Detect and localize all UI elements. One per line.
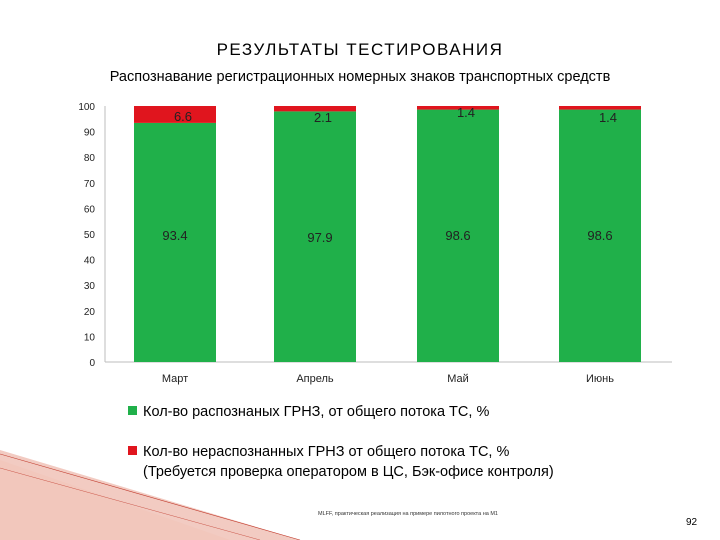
chart-subtitle: Распознавание регистрационных номерных з…	[109, 69, 611, 85]
slide-title: РЕЗУЛЬТАТЫ ТЕСТИРОВАНИЯ	[216, 40, 504, 59]
y-tick-label: 60	[84, 204, 96, 215]
y-tick-label: 20	[84, 307, 96, 318]
y-tick-label: 70	[84, 179, 96, 190]
data-label-recognized: 93.4	[162, 228, 187, 243]
data-label-recognized: 97.9	[307, 230, 332, 245]
bar-recognized	[559, 109, 641, 362]
bar-recognized	[417, 109, 499, 362]
y-tick-label: 90	[84, 128, 96, 139]
data-label-recognized: 98.6	[587, 228, 612, 243]
legend-label-unrecognized: Кол-во нераспознанных ГРНЗ от общего пот…	[143, 444, 510, 460]
bar-unrecognized	[134, 106, 216, 123]
bar-unrecognized	[274, 106, 356, 112]
data-label-unrecognized: 1.4	[599, 110, 617, 125]
x-tick-label: Апрель	[296, 373, 334, 385]
legend-label-recognized: Кол-во распознаных ГРНЗ, от общего поток…	[143, 404, 490, 420]
y-tick-label: 40	[84, 256, 96, 267]
decorative-corner-stripes	[0, 450, 301, 540]
legend-item-unrecognized: Кол-во нераспознанных ГРНЗ от общего пот…	[128, 442, 554, 482]
legend-item-recognized: Кол-во распознаных ГРНЗ, от общего поток…	[128, 402, 489, 422]
footnote: MLFF, практическая реализация на примере…	[318, 511, 498, 517]
y-tick-label: 30	[84, 281, 96, 292]
legend-swatch-recognized	[128, 406, 137, 415]
x-tick-label: Май	[447, 373, 469, 385]
bar-unrecognized	[559, 106, 641, 110]
y-tick-label: 50	[84, 230, 96, 241]
y-tick-label: 0	[89, 358, 95, 369]
page-number: 92	[686, 517, 698, 528]
y-tick-label: 100	[78, 102, 95, 113]
data-label-unrecognized: 2.1	[314, 110, 332, 125]
stacked-bar-chart: 0 10 20 30 40 50 60 70 80 90 100 Март 93.4 6.6 Апрель 9…	[78, 102, 672, 385]
x-tick-label: Июнь	[586, 373, 614, 385]
legend-swatch-unrecognized	[128, 446, 137, 455]
bar-unrecognized	[417, 106, 499, 110]
legend-label-unrecognized-note: (Требуется проверка оператором в ЦС, Бэк…	[143, 464, 554, 480]
y-tick-label: 80	[84, 153, 96, 164]
data-label-unrecognized: 6.6	[174, 109, 192, 124]
data-label-unrecognized: 1.4	[457, 105, 475, 120]
x-tick-label: Март	[162, 373, 188, 385]
data-label-recognized: 98.6	[445, 228, 470, 243]
bar-recognized	[274, 111, 356, 362]
bar-recognized	[134, 122, 216, 362]
y-tick-label: 10	[84, 332, 96, 343]
